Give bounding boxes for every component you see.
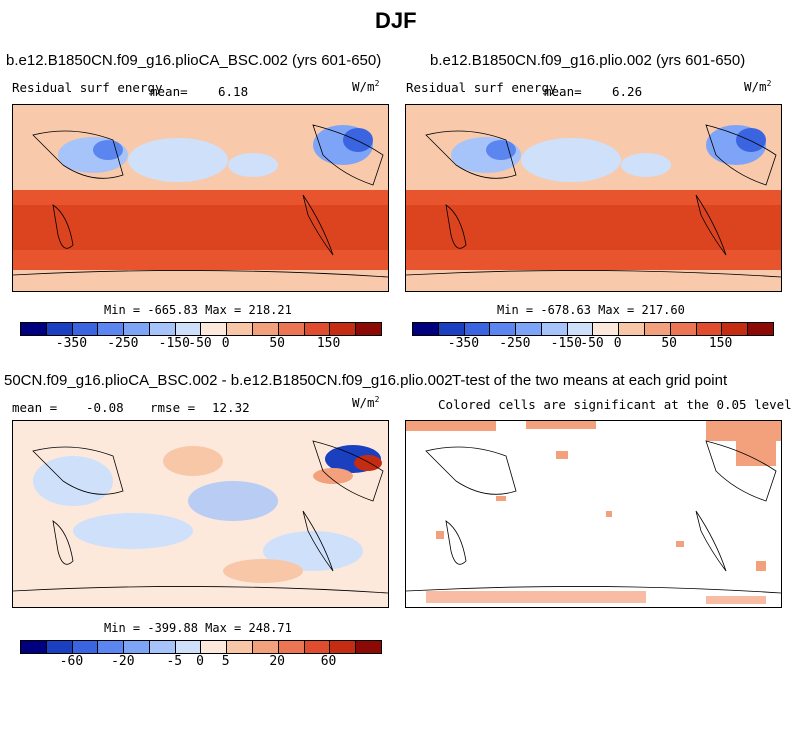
colorbar-cell bbox=[278, 641, 305, 653]
colorbar-cell bbox=[541, 323, 568, 335]
panel1-stat-label: mean= bbox=[150, 84, 188, 99]
colorbar-cell bbox=[46, 641, 73, 653]
panel2-left-label: Residual surf energy bbox=[406, 80, 557, 95]
colorbar-tick-label: -150 bbox=[550, 336, 582, 351]
colorbar-cell bbox=[46, 323, 73, 335]
colorbar-tick-label: -250 bbox=[107, 336, 139, 351]
colorbar-cell bbox=[304, 323, 331, 335]
colorbar-tick-label: -20 bbox=[111, 654, 135, 669]
panel1-field bbox=[13, 105, 388, 291]
panel1-left-label: Residual surf energy bbox=[12, 80, 163, 95]
panel1-colorbar bbox=[20, 322, 382, 336]
panel3-minmax: Min = -399.88 Max = 248.71 bbox=[104, 621, 292, 635]
colorbar-tick-label: 150 bbox=[708, 336, 733, 351]
colorbar-cell bbox=[124, 323, 150, 335]
colorbar-cell bbox=[516, 323, 542, 335]
colorbar-cell bbox=[304, 641, 331, 653]
colorbar-cell bbox=[464, 323, 491, 335]
colorbar-cell bbox=[175, 641, 202, 653]
colorbar-cell bbox=[227, 323, 254, 335]
colorbar-cell bbox=[124, 641, 150, 653]
colorbar-cell bbox=[356, 641, 381, 653]
colorbar-cell bbox=[330, 641, 357, 653]
panel3-title: 50CN.f09_g16.plioCA_BSC.002 - b.e12.B185… bbox=[4, 372, 453, 389]
colorbar-cell bbox=[253, 323, 279, 335]
panel1-title: b.e12.B1850CN.f09_g16.plioCA_BSC.002 (yr… bbox=[6, 52, 382, 69]
colorbar-tick-label: -150 bbox=[158, 336, 190, 351]
colorbar-cell bbox=[201, 641, 228, 653]
panel3-stat-value: -0.08 bbox=[86, 400, 124, 415]
colorbar-tick-label: -60 bbox=[59, 654, 84, 669]
colorbar-tick-label: 60 bbox=[320, 654, 337, 669]
panel1-stat-value: 6.18 bbox=[218, 84, 249, 99]
panel2-minmax: Min = -678.63 Max = 217.60 bbox=[497, 303, 685, 317]
panel2-field bbox=[406, 105, 781, 291]
colorbar-cell bbox=[253, 641, 279, 653]
panel4-map bbox=[405, 420, 782, 608]
panel3-map bbox=[12, 420, 389, 608]
panel2-stat-value: 6.26 bbox=[612, 84, 643, 99]
panel1-minmax: Min = -665.83 Max = 218.21 bbox=[104, 303, 292, 317]
colorbar-cell bbox=[413, 323, 439, 335]
colorbar-cell bbox=[98, 323, 125, 335]
panel4-title: T-test of the two means at each grid poi… bbox=[452, 372, 728, 389]
colorbar-tick-label: -50 bbox=[580, 336, 604, 351]
colorbar-cell bbox=[98, 641, 125, 653]
panel3-colorbar bbox=[20, 640, 382, 654]
colorbar-cell bbox=[645, 323, 671, 335]
colorbar-tick-label: 50 bbox=[661, 336, 677, 351]
colorbar-cell bbox=[72, 323, 99, 335]
colorbar-tick-label: -250 bbox=[499, 336, 531, 351]
colorbar-cell bbox=[356, 323, 381, 335]
panel2-units: W/m2 bbox=[744, 79, 772, 95]
colorbar-tick-label: 150 bbox=[316, 336, 341, 351]
colorbar-tick-label: 0 bbox=[221, 336, 230, 351]
panel3-rmse-value: 12.32 bbox=[212, 400, 250, 415]
panel2-stat-label: mean= bbox=[544, 84, 582, 99]
panel1-map bbox=[12, 104, 389, 292]
colorbar-tick-label: 5 bbox=[221, 654, 230, 669]
panel4-subtitle: Colored cells are significant at the 0.0… bbox=[438, 397, 792, 412]
colorbar-cell bbox=[227, 641, 254, 653]
colorbar-cell bbox=[72, 641, 99, 653]
panel4-field bbox=[406, 421, 781, 607]
colorbar-tick-label: -50 bbox=[188, 336, 212, 351]
colorbar-tick-label: -350 bbox=[55, 336, 88, 351]
colorbar-cell bbox=[567, 323, 594, 335]
colorbar-cell bbox=[21, 641, 47, 653]
panel3-units: W/m2 bbox=[352, 395, 380, 411]
colorbar-cell bbox=[490, 323, 517, 335]
colorbar-cell bbox=[619, 323, 646, 335]
panel3-field bbox=[13, 421, 388, 607]
colorbar-cell bbox=[593, 323, 620, 335]
colorbar-cell bbox=[201, 323, 228, 335]
panel3-stat-label: mean = bbox=[12, 400, 58, 415]
colorbar-tick-label: 20 bbox=[269, 654, 285, 669]
panel2-map bbox=[405, 104, 782, 292]
colorbar-cell bbox=[330, 323, 357, 335]
colorbar-tick-label: 0 bbox=[613, 336, 622, 351]
colorbar-tick-label: 50 bbox=[269, 336, 285, 351]
colorbar-cell bbox=[696, 323, 723, 335]
colorbar-cell bbox=[175, 323, 202, 335]
colorbar-tick-label: 0 bbox=[196, 654, 204, 669]
colorbar-cell bbox=[278, 323, 305, 335]
colorbar-cell bbox=[438, 323, 465, 335]
colorbar-cell bbox=[748, 323, 773, 335]
colorbar-tick-label: -350 bbox=[447, 336, 480, 351]
colorbar-cell bbox=[149, 323, 176, 335]
colorbar-cell bbox=[670, 323, 697, 335]
main-title: DJF bbox=[375, 8, 417, 33]
colorbar-cell bbox=[722, 323, 749, 335]
panel1-units: W/m2 bbox=[352, 79, 380, 95]
panel3-rmse-label: rmse = bbox=[150, 400, 196, 415]
panel2-colorbar bbox=[412, 322, 774, 336]
panel2-title: b.e12.B1850CN.f09_g16.plio.002 (yrs 601-… bbox=[430, 52, 746, 69]
colorbar-cell bbox=[21, 323, 47, 335]
colorbar-tick-label: -5 bbox=[166, 654, 183, 669]
colorbar-cell bbox=[149, 641, 176, 653]
